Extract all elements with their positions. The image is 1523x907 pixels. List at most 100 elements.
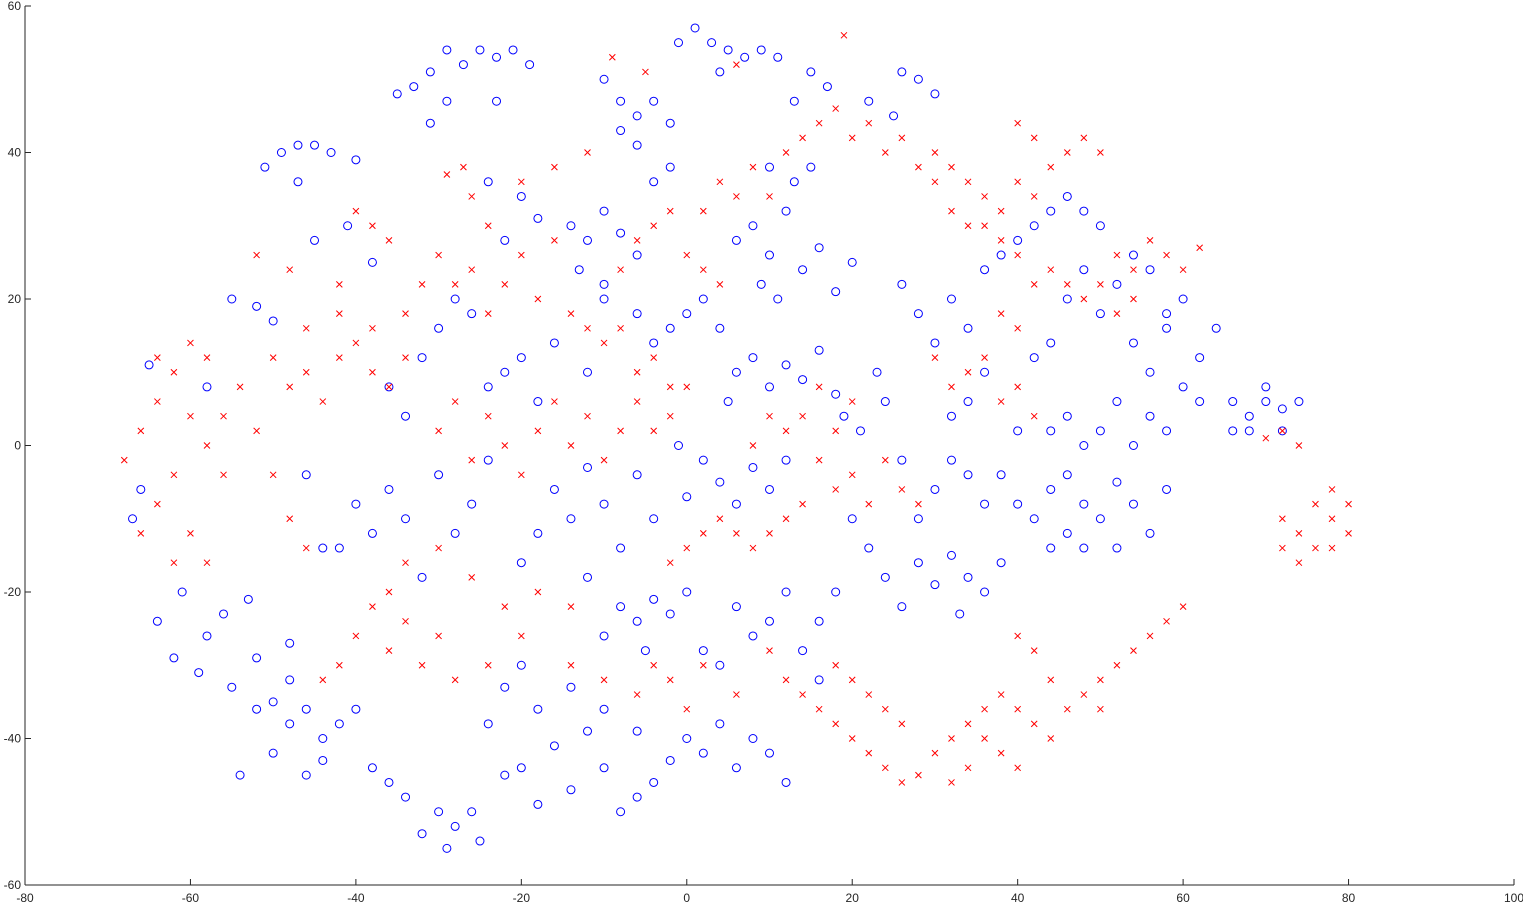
x-point — [154, 398, 161, 405]
x-point — [964, 720, 972, 728]
x-point — [534, 295, 542, 303]
x-tick-label: 0 — [683, 891, 690, 905]
circle-point — [219, 609, 229, 619]
x-point — [1295, 559, 1303, 567]
circle-point — [401, 792, 411, 802]
x-point — [435, 632, 442, 640]
x-point — [1097, 149, 1104, 156]
x-point — [352, 632, 360, 640]
circle-point — [409, 82, 419, 92]
x-point — [799, 691, 806, 698]
x-point — [402, 559, 409, 567]
x-point — [187, 530, 194, 537]
circle-point — [318, 755, 328, 765]
x-point — [981, 705, 988, 713]
x-point — [865, 500, 873, 508]
x-point — [881, 705, 889, 713]
x-point — [898, 134, 906, 142]
x-point — [551, 398, 558, 405]
circle-point — [831, 587, 841, 597]
circle-point — [1062, 294, 1072, 304]
x-point — [170, 368, 178, 376]
circle-point — [698, 646, 708, 656]
x-point — [964, 764, 972, 772]
circle-point — [467, 499, 477, 509]
x-point — [1312, 500, 1319, 508]
circle-point — [566, 514, 576, 524]
circle-point — [425, 67, 435, 77]
circle-point — [1079, 441, 1089, 450]
x-point — [716, 280, 724, 288]
circle-point — [781, 587, 791, 597]
circle-point — [740, 52, 750, 62]
circle-point — [475, 836, 485, 846]
circle-point — [715, 477, 725, 487]
circle-point — [839, 411, 849, 421]
circle-point — [946, 455, 956, 465]
x-point — [584, 149, 591, 156]
circle-point — [583, 235, 593, 245]
circle-point — [1062, 528, 1072, 538]
x-point — [881, 456, 889, 464]
x-point — [1080, 691, 1088, 698]
circle-point — [1145, 265, 1155, 275]
x-point — [286, 266, 294, 274]
x-point — [460, 163, 467, 171]
circle-point — [665, 118, 675, 128]
circle-point — [748, 353, 758, 363]
circle-point — [574, 265, 584, 275]
circle-point — [748, 462, 758, 472]
circle-point — [1228, 397, 1238, 407]
circle-point — [632, 726, 642, 736]
circle-point — [1046, 426, 1056, 436]
circle-point — [897, 455, 907, 465]
circle-point — [640, 646, 650, 656]
x-point — [997, 237, 1005, 244]
axes: -80 -60 -40 -20 0 20 40 60 80 100 -60-40-20020406… — [4, 0, 1523, 905]
x-point — [236, 383, 244, 391]
x-point — [1130, 295, 1137, 303]
x-point — [484, 661, 492, 669]
x-tick-label: 80 — [1342, 891, 1356, 905]
circle-point — [913, 74, 923, 84]
data-points — [120, 23, 1352, 853]
circle-point — [583, 462, 593, 472]
x-point — [220, 412, 227, 420]
circle-point — [831, 287, 841, 297]
x-point — [484, 222, 492, 230]
circle-point — [1013, 426, 1023, 436]
circle-point — [698, 294, 708, 304]
x-point — [749, 442, 757, 449]
circle-point — [822, 82, 832, 92]
x-point — [137, 427, 145, 435]
x-point — [642, 68, 649, 76]
x-point — [1014, 119, 1022, 127]
circle-point — [434, 807, 444, 817]
y-tick-label: 40 — [8, 146, 22, 160]
x-point — [1279, 544, 1286, 552]
circle-point — [649, 338, 659, 348]
circle-point — [1112, 397, 1122, 407]
x-point — [666, 676, 674, 684]
x-point — [1030, 720, 1038, 728]
x-point — [981, 222, 988, 230]
circle-point — [483, 455, 493, 465]
circle-point — [765, 616, 774, 626]
x-point — [1047, 735, 1055, 742]
circle-point — [401, 514, 411, 524]
x-point — [865, 119, 873, 127]
circle-point — [384, 484, 394, 494]
x-point — [733, 193, 740, 200]
x-point — [1146, 632, 1154, 640]
circle-point — [748, 631, 758, 641]
circle-point — [516, 763, 526, 773]
x-point — [931, 749, 939, 757]
x-point — [633, 398, 641, 405]
x-tick-label: 40 — [1011, 891, 1025, 905]
x-point — [1030, 647, 1038, 654]
y-tick-label: 0 — [14, 439, 21, 453]
circle-point — [880, 572, 890, 582]
x-tick-label: -60 — [182, 891, 200, 905]
circle-point — [516, 660, 526, 670]
circle-point — [508, 45, 518, 55]
